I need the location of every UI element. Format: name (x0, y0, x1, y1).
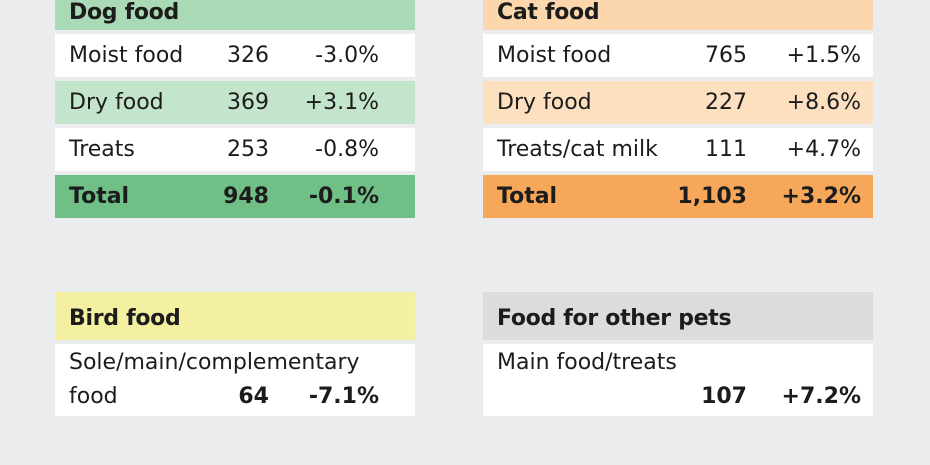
row-label: Dry food (69, 90, 164, 115)
row-value: 765 (705, 43, 747, 68)
row-value: 1,103 (677, 184, 747, 209)
table-row: Moist food 326 -3.0% (55, 34, 415, 77)
other-pets-food-table: Food for other pets Main food/treats 107… (483, 292, 873, 416)
dog-food-table: Dog food Moist food 326 -3.0% Dry food 3… (55, 0, 415, 218)
table-row: Dry food 227 +8.6% (483, 81, 873, 124)
row-label: Treats/cat milk (497, 137, 658, 162)
row-label: Treats (69, 137, 135, 162)
row-change: -0.8% (315, 137, 379, 162)
row-change: +3.1% (304, 90, 379, 115)
row-value: 326 (227, 43, 269, 68)
row-label: Moist food (497, 43, 612, 68)
total-row: Total 948 -0.1% (55, 175, 415, 218)
row-change: +1.5% (786, 43, 861, 68)
table-row: Treats 253 -0.8% (55, 128, 415, 171)
total-row: Total 1,103 +3.2% (483, 175, 873, 218)
cat-food-title: Cat food (483, 0, 873, 30)
row-label-line1: Sole/main/complementary (69, 350, 360, 375)
row-value: 369 (227, 90, 269, 115)
row-value: 111 (705, 137, 747, 162)
bird-food-title: Bird food (55, 292, 415, 340)
row-change: +3.2% (781, 184, 861, 209)
table-row: Dry food 369 +3.1% (55, 81, 415, 124)
row-change: +8.6% (786, 90, 861, 115)
row-value: 107 (701, 384, 747, 409)
row-change: -3.0% (315, 43, 379, 68)
bird-food-table: Bird food Sole/main/complementary food 6… (55, 292, 415, 416)
table-row: Sole/main/complementary food 64 -7.1% (55, 344, 415, 416)
row-change: +4.7% (786, 137, 861, 162)
row-change: +7.2% (781, 384, 861, 409)
row-change: -0.1% (308, 184, 379, 209)
dog-food-title: Dog food (55, 0, 415, 30)
other-pets-food-title: Food for other pets (483, 292, 873, 340)
row-label: Moist food (69, 43, 184, 68)
row-value: 948 (223, 184, 269, 209)
table-row: Moist food 765 +1.5% (483, 34, 873, 77)
row-value: 64 (238, 384, 269, 409)
row-value: 253 (227, 137, 269, 162)
row-label: Total (69, 184, 130, 209)
row-label: Total (497, 184, 558, 209)
table-row: Treats/cat milk 111 +4.7% (483, 128, 873, 171)
table-row: Main food/treats 107 +7.2% (483, 344, 873, 416)
row-change: -7.1% (308, 384, 379, 409)
cat-food-table: Cat food Moist food 765 +1.5% Dry food 2… (483, 0, 873, 218)
row-label-line2: food (69, 384, 118, 409)
row-label: Dry food (497, 90, 592, 115)
row-value: 227 (705, 90, 747, 115)
row-label: Main food/treats (497, 350, 677, 375)
